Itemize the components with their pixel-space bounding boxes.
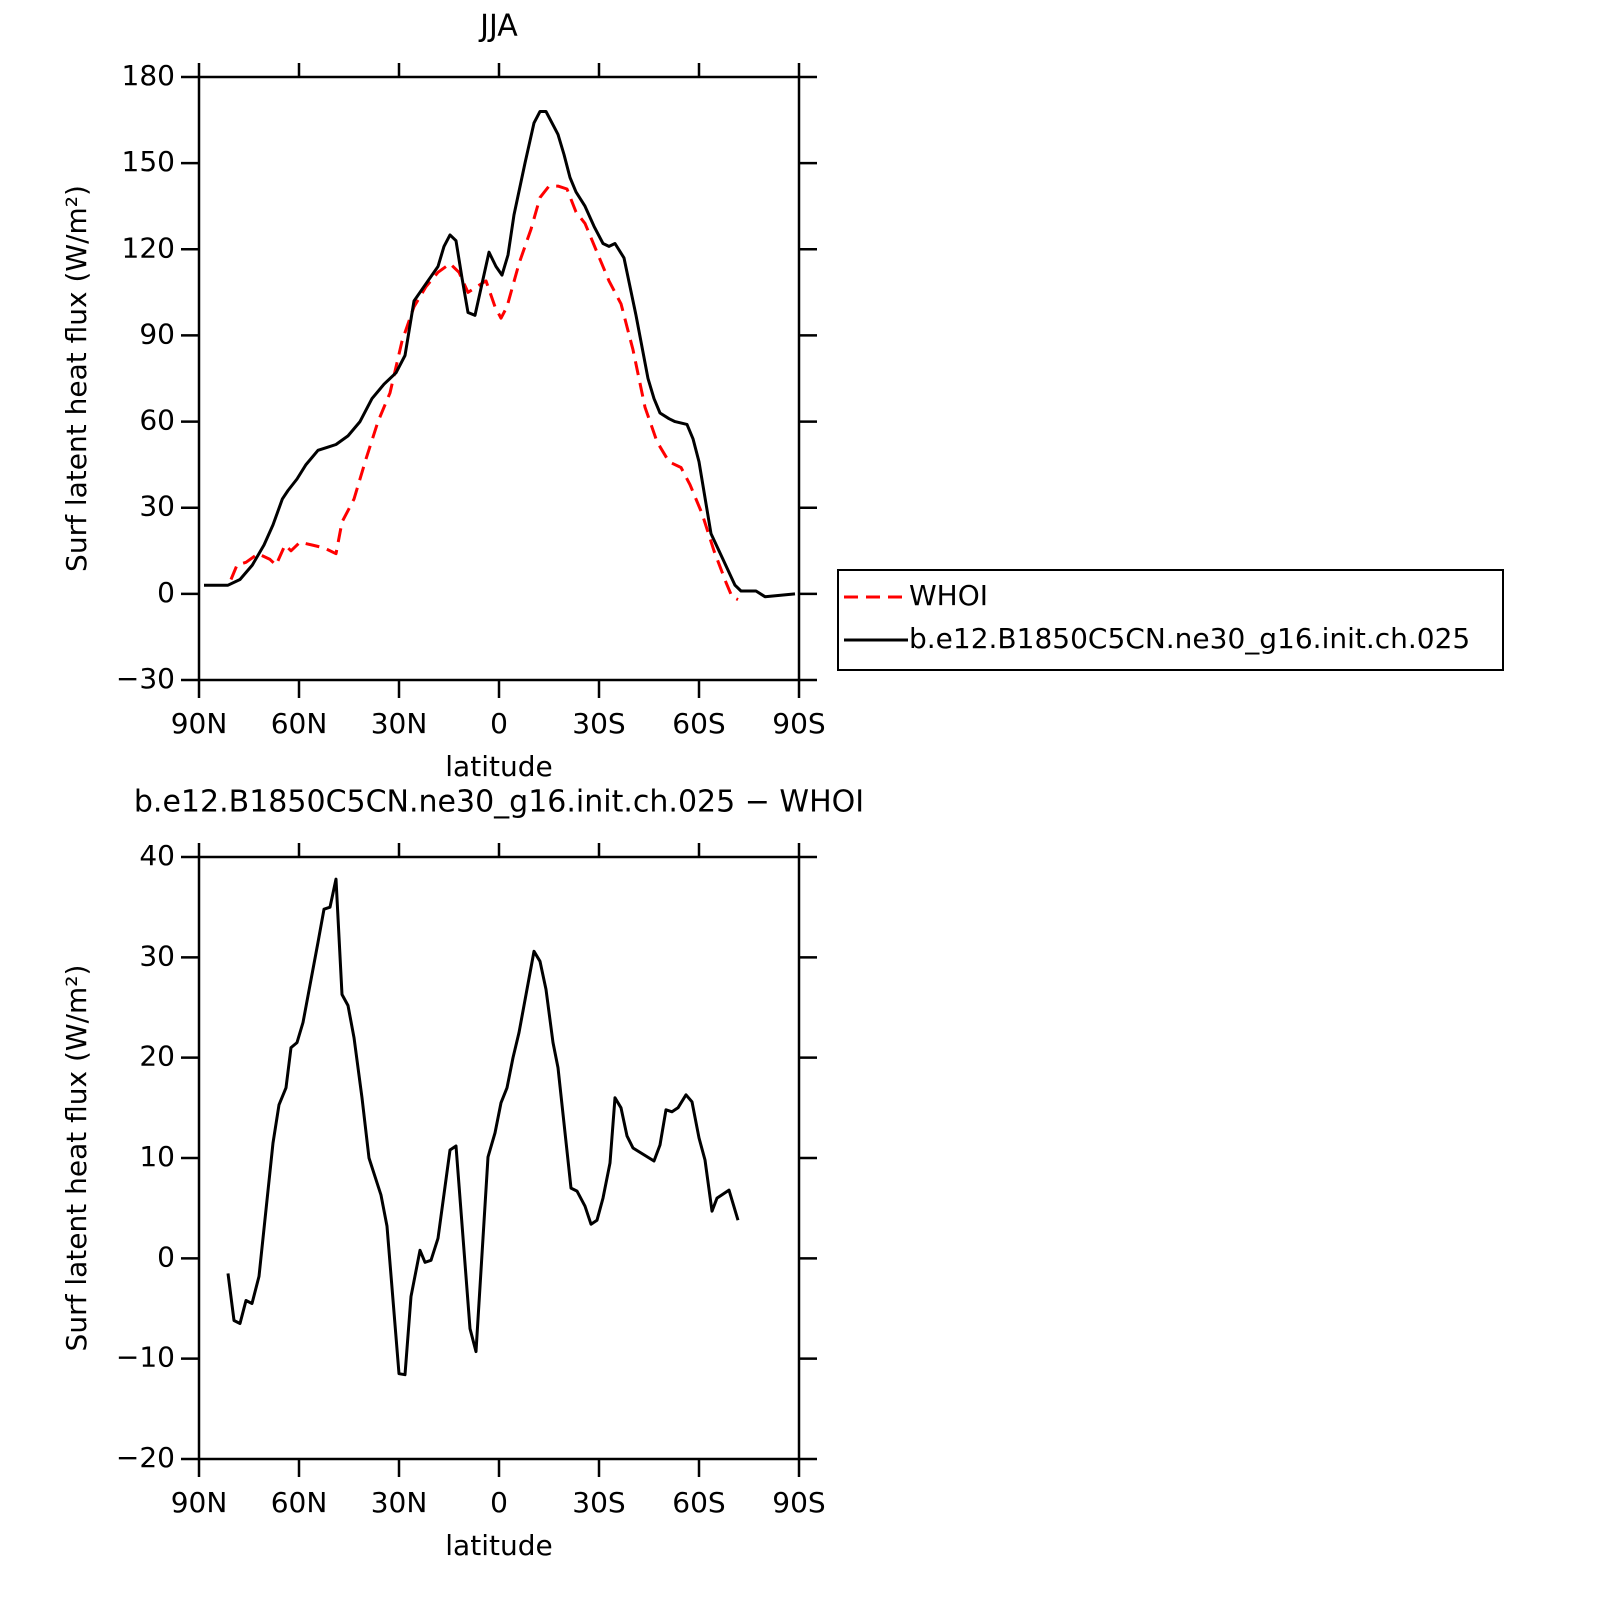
y-axis-label: Surf latent heat flux (W/m²) (60, 185, 93, 572)
chart-title: b.e12.B1850C5CN.ne30_g16.init.ch.025 − W… (134, 785, 864, 820)
x-tick-label: 90N (171, 1486, 228, 1519)
y-tick-label: 30 (139, 939, 175, 972)
legend-label: WHOI (909, 579, 988, 612)
x-tick-label: 0 (490, 707, 508, 740)
y-tick-label: 60 (139, 404, 175, 437)
legend-label: b.e12.B1850C5CN.ne30_g16.init.ch.025 (909, 622, 1470, 655)
x-axis-label: latitude (445, 1529, 552, 1562)
y-tick-label: 0 (157, 576, 175, 609)
y-tick-label: −20 (116, 1441, 175, 1474)
x-tick-label: 30N (371, 707, 428, 740)
x-tick-label: 60S (672, 1486, 725, 1519)
y-tick-label: 30 (139, 490, 175, 523)
y-tick-label: 10 (139, 1140, 175, 1173)
y-tick-label: 90 (139, 317, 175, 350)
x-tick-label: 90S (772, 1486, 825, 1519)
y-tick-label: −10 (116, 1341, 175, 1374)
x-tick-label: 90S (772, 707, 825, 740)
y-tick-label: 180 (122, 59, 175, 92)
x-tick-label: 60S (672, 707, 725, 740)
x-tick-label: 60N (271, 707, 328, 740)
legend-box (837, 569, 1504, 671)
chart-title: JJA (478, 9, 518, 44)
x-tick-label: 90N (171, 707, 228, 740)
y-tick-label: 150 (122, 145, 175, 178)
y-tick-label: 40 (139, 839, 175, 872)
x-axis-label: latitude (445, 750, 552, 783)
y-axis-label: Surf latent heat flux (W/m²) (60, 965, 93, 1352)
x-tick-label: 60N (271, 1486, 328, 1519)
y-tick-label: 20 (139, 1040, 175, 1073)
plot-frame (197, 855, 801, 1461)
y-tick-label: 0 (157, 1240, 175, 1273)
y-tick-label: −30 (116, 662, 175, 695)
data-line (229, 184, 739, 601)
data-line (226, 877, 740, 1377)
x-tick-label: 30S (572, 1486, 625, 1519)
x-tick-label: 0 (490, 1486, 508, 1519)
x-tick-label: 30N (371, 1486, 428, 1519)
plot-frame (197, 75, 801, 682)
data-line (204, 110, 796, 599)
x-tick-label: 30S (572, 707, 625, 740)
y-tick-label: 120 (122, 231, 175, 264)
